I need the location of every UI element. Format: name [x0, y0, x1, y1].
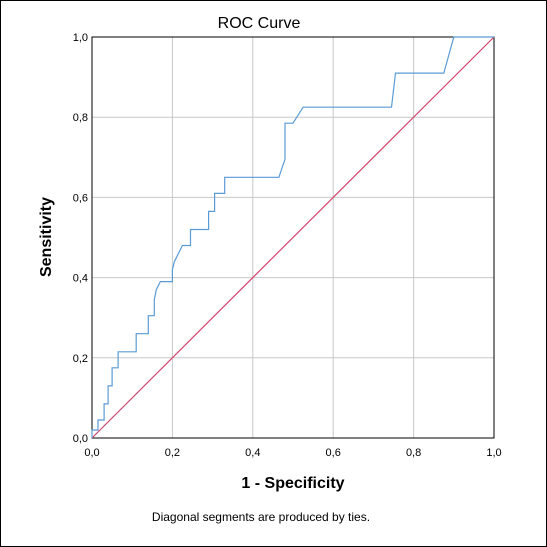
y-tick-label: 0,8	[73, 112, 88, 124]
footnote: Diagonal segments are produced by ties.	[152, 510, 370, 524]
x-tick-label: 0,6	[326, 447, 341, 459]
x-tick-label: 1,0	[486, 447, 501, 459]
chart-title: ROC Curve	[218, 15, 301, 32]
x-tick-label: 0,4	[245, 447, 260, 459]
x-tick-label: 0,8	[406, 447, 421, 459]
y-tick-labels: 0,0 0,2 0,4 0,6 0,8 1,0	[73, 32, 88, 445]
roc-curve-line	[91, 36, 494, 438]
y-axis-label: Sensitivity	[38, 197, 55, 277]
x-tick-labels: 0,0 0,2 0,4 0,6 0,8 1,0	[84, 447, 501, 459]
x-tick-label: 0,2	[165, 447, 180, 459]
x-axis-label: 1 - Specificity	[241, 475, 344, 492]
y-tick-label: 0,6	[73, 192, 88, 204]
x-tick-label: 0,0	[84, 447, 99, 459]
y-tick-label: 0,2	[73, 353, 88, 365]
reference-line	[91, 36, 495, 439]
y-tick-label: 0,4	[73, 273, 88, 285]
plot-border	[91, 36, 495, 439]
y-tick-label: 1,0	[73, 32, 88, 44]
y-tick-label: 0,0	[73, 433, 88, 445]
